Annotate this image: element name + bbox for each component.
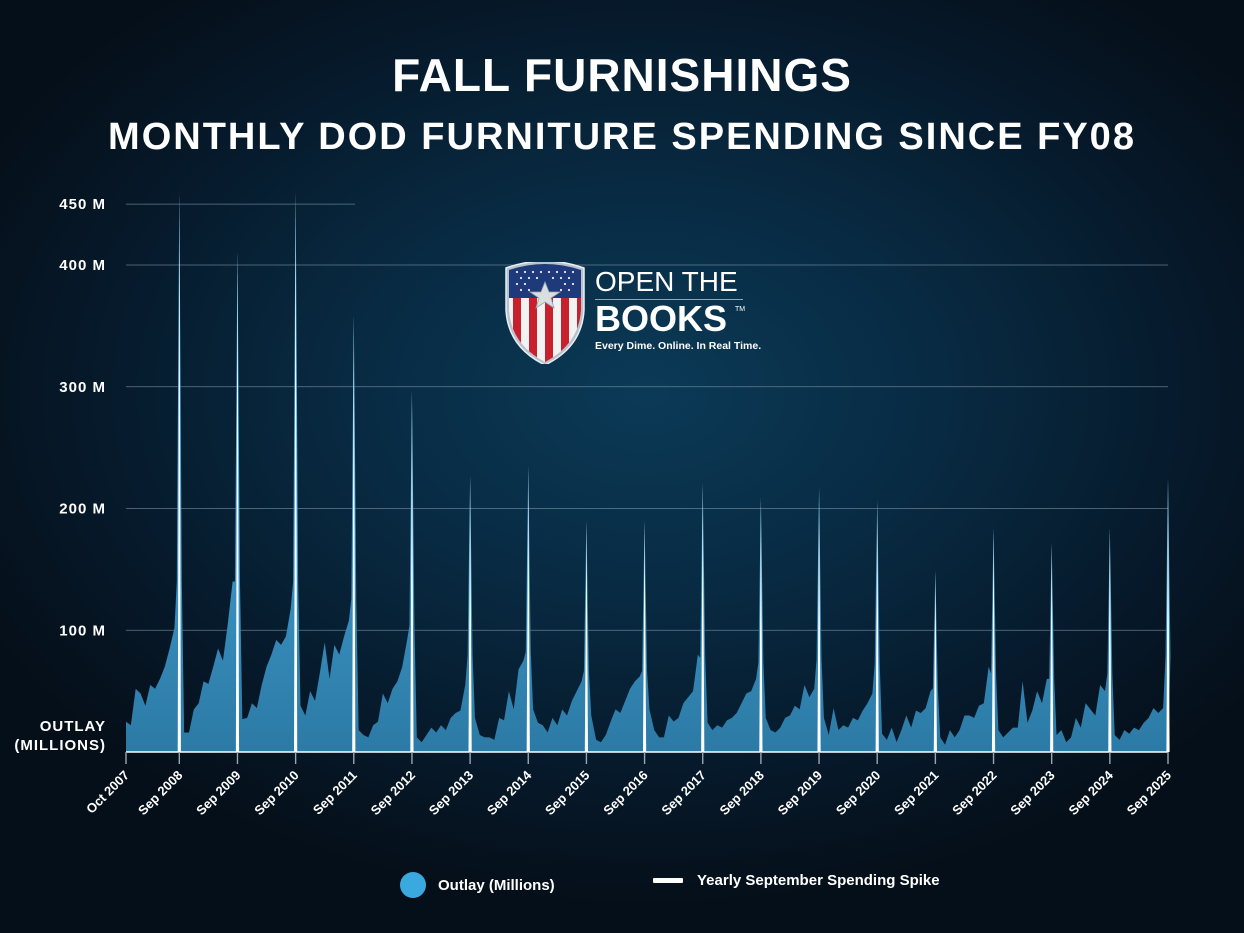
x-tick-label: Sep 2008 [135, 768, 185, 818]
y-axis-title-line1: OUTLAY [40, 718, 106, 735]
y-tick-label: 400 M [59, 257, 106, 274]
september-spike [991, 527, 996, 752]
legend-item-outlay: Outlay (Millions) [400, 872, 555, 898]
x-tick-label: Sep 2024 [1065, 767, 1116, 818]
legend-label-outlay: Outlay (Millions) [438, 876, 555, 894]
september-spikes [177, 190, 1170, 753]
x-tick-label: Sep 2023 [1007, 768, 1057, 818]
september-spike [177, 191, 181, 752]
september-spike [642, 520, 647, 752]
x-tick-label: Sep 2017 [658, 768, 708, 818]
september-spike [1050, 542, 1054, 752]
logo-tagline: Every Dime. Online. In Real Time. [595, 340, 762, 352]
y-tick-label: 450 M [59, 196, 106, 213]
x-tick-label: Sep 2013 [426, 768, 476, 818]
x-tick-label: Sep 2009 [193, 768, 243, 818]
x-tick-label: Sep 2010 [251, 768, 301, 818]
outlay-area [126, 190, 1171, 753]
chart-subtitle: MONTHLY DOD FURNITURE SPENDING SINCE FY0… [108, 116, 1136, 158]
outlay-area-path [126, 190, 1171, 753]
logo-divider [595, 299, 743, 300]
september-spike [759, 497, 763, 752]
x-tick-label: Sep 2018 [717, 768, 767, 818]
gridlines [126, 203, 1168, 631]
x-tick-label: Sep 2025 [1124, 768, 1174, 818]
september-spike [584, 520, 589, 752]
y-axis-title-line2: (MILLIONS) [14, 737, 106, 754]
x-tick-label: Sep 2011 [310, 768, 360, 818]
y-tick-label: 200 M [59, 501, 106, 518]
september-spike [468, 475, 472, 752]
line-swatch-icon [653, 878, 683, 883]
x-axis-labels: Oct 2007 Sep 2008 Sep 2009 Sep 2010 Sep 2011… [83, 767, 1174, 818]
september-spike [1108, 527, 1112, 752]
logo-text-books: BOOKS [595, 298, 728, 339]
x-tick-label: Sep 2021 [891, 768, 941, 818]
september-spike [875, 499, 879, 752]
x-tick-label: Sep 2020 [833, 768, 883, 818]
x-tick-label: Sep 2012 [368, 768, 418, 818]
x-tick-label: Sep 2022 [949, 768, 999, 818]
x-tick-label: Sep 2014 [484, 767, 535, 818]
x-tick-label: Oct 2007 [83, 768, 132, 817]
y-axis-labels: 100 M 200 M 300 M 400 M 450 M [59, 196, 106, 639]
y-tick-label: 300 M [59, 379, 106, 396]
september-spike [235, 250, 240, 752]
september-spike [1166, 478, 1170, 752]
x-tick-label: Sep 2016 [600, 768, 650, 818]
september-spike [352, 314, 356, 752]
circle-swatch-icon [400, 872, 426, 898]
logo-text-open-the: OPEN THE [595, 266, 738, 297]
open-the-books-logo: OPEN THE BOOKS TM Every Dime. Online. In… [503, 262, 763, 364]
y-tick-label: 100 M [59, 622, 106, 639]
september-spike [294, 190, 298, 753]
logo-trademark: TM [735, 306, 746, 313]
x-tick-label: Sep 2019 [775, 768, 825, 818]
september-spike [701, 482, 705, 752]
legend-item-spike: Yearly September Spending Spike [653, 872, 940, 889]
september-spike [526, 465, 530, 752]
legend-label-spike: Yearly September Spending Spike [697, 872, 940, 889]
x-axis [125, 751, 1169, 764]
september-spike [817, 487, 821, 752]
chart-title: FALL FURNISHINGS [392, 49, 852, 101]
x-tick-label: Sep 2015 [542, 768, 592, 818]
shield-flag-icon [505, 262, 585, 364]
september-spike [410, 390, 414, 752]
september-spike [933, 570, 937, 752]
legend: Outlay (Millions) Yearly September Spend… [0, 872, 1244, 902]
